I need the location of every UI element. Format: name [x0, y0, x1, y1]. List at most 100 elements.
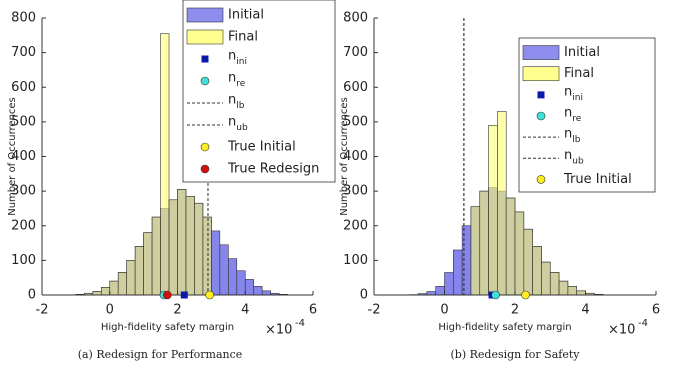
legend-label: Initial: [564, 45, 600, 60]
y-tick-label: 600: [11, 80, 36, 95]
histogram-bar: [194, 202, 204, 296]
histogram-bar: [576, 290, 586, 296]
x-exponent: -4: [638, 318, 648, 329]
histogram-bar: [470, 206, 481, 296]
histogram-bar: [168, 199, 178, 296]
histogram-bar: [558, 280, 569, 296]
legend-label: Final: [228, 30, 258, 45]
caption: (b) Redesign for Safety: [450, 348, 580, 361]
y-tick-label: 0: [360, 288, 368, 303]
x-tick-label: 4: [241, 303, 249, 318]
legend-swatch: [200, 76, 210, 86]
y-tick-label: 300: [11, 184, 36, 199]
histogram-bar: [211, 230, 221, 296]
y-tick-label: 100: [343, 253, 368, 268]
histogram-bar: [261, 290, 271, 296]
y-tick-label: 500: [343, 114, 368, 129]
histogram-bar: [488, 125, 498, 296]
histogram-bar: [202, 216, 212, 296]
x-axis-label: High-fidelity safety margin: [438, 322, 571, 333]
x-axis-label: High-fidelity safety margin: [101, 322, 234, 333]
legend-swatch: [536, 175, 546, 184]
legend-swatch: [536, 111, 546, 121]
legend-swatch: [200, 164, 210, 174]
y-tick-label: 200: [11, 218, 36, 233]
histogram-bar: [117, 272, 127, 296]
legend-swatch: [186, 7, 224, 23]
histogram-bar: [219, 244, 229, 296]
x-tick-label: 2: [173, 303, 181, 318]
y-tick-label: 800: [343, 11, 368, 26]
histogram-bar: [453, 249, 463, 296]
histogram-bar: [497, 111, 507, 296]
legend-swatch: [522, 45, 560, 60]
legend-label: True Redesign: [227, 162, 319, 177]
x-exponent: -4: [295, 318, 305, 329]
x-tick-label: -2: [36, 303, 49, 318]
x-tick-label: 2: [511, 303, 519, 318]
y-tick-label: 300: [343, 184, 368, 199]
histogram-bar: [143, 232, 153, 296]
histogram-bar: [100, 287, 111, 296]
y-tick-label: 800: [11, 11, 36, 26]
legend-swatch: [200, 142, 210, 152]
marker: [491, 290, 500, 300]
y-axis-label: Number of Occurrences: [339, 97, 350, 216]
histogram-bar: [253, 286, 263, 296]
histogram-bar: [541, 261, 551, 296]
marker: [163, 290, 172, 300]
x-tick-label: 4: [581, 303, 589, 318]
histogram-bar: [151, 216, 161, 296]
legend-swatch: [522, 66, 560, 82]
marker: [180, 291, 188, 299]
histogram-bar: [228, 258, 238, 296]
histogram-bar: [505, 197, 516, 296]
x-tick-label: 6: [652, 303, 660, 318]
histogram-bar: [549, 272, 560, 296]
histogram-bar: [236, 270, 246, 296]
y-tick-label: 0: [28, 288, 36, 303]
legend-box: [182, 0, 336, 183]
histogram-bar: [126, 260, 136, 296]
y-tick-label: 700: [343, 45, 368, 60]
histogram-bar: [426, 291, 436, 296]
x-tick-label: -2: [368, 303, 381, 318]
marker: [521, 290, 530, 300]
x-multiplier: ×10: [265, 323, 292, 338]
y-tick-label: 100: [11, 253, 36, 268]
legend-swatch: [186, 29, 224, 45]
y-tick-label: 200: [343, 218, 368, 233]
histogram-bar: [479, 190, 489, 296]
y-tick-label: 700: [11, 45, 36, 60]
y-tick-label: 400: [11, 149, 36, 164]
y-tick-label: 500: [11, 114, 36, 129]
legend-label: Initial: [228, 8, 264, 23]
histogram-bar: [523, 228, 533, 296]
x-tick-label: 0: [106, 303, 114, 318]
y-axis-label: Number of Occurrences: [7, 97, 18, 216]
marker: [205, 290, 214, 300]
x-tick-label: 6: [309, 303, 317, 318]
histogram-bar: [532, 246, 542, 296]
legend-swatch: [537, 91, 545, 99]
histogram-bar: [444, 272, 454, 296]
legend-swatch: [201, 55, 209, 63]
histogram-bar: [134, 246, 144, 296]
caption: (a) Redesign for Performance: [78, 348, 243, 361]
histogram-bar: [109, 280, 119, 296]
histogram-bar: [185, 196, 195, 296]
histogram-bar: [92, 291, 102, 296]
histogram-bar: [435, 286, 445, 296]
x-tick-label: 0: [440, 303, 448, 318]
histogram-bar: [244, 279, 255, 296]
histogram-bar: [160, 33, 170, 296]
histogram-bar: [567, 286, 577, 296]
legend-label: True Initial: [227, 140, 296, 155]
x-multiplier: ×10: [608, 323, 635, 338]
histogram-bar: [514, 211, 525, 296]
